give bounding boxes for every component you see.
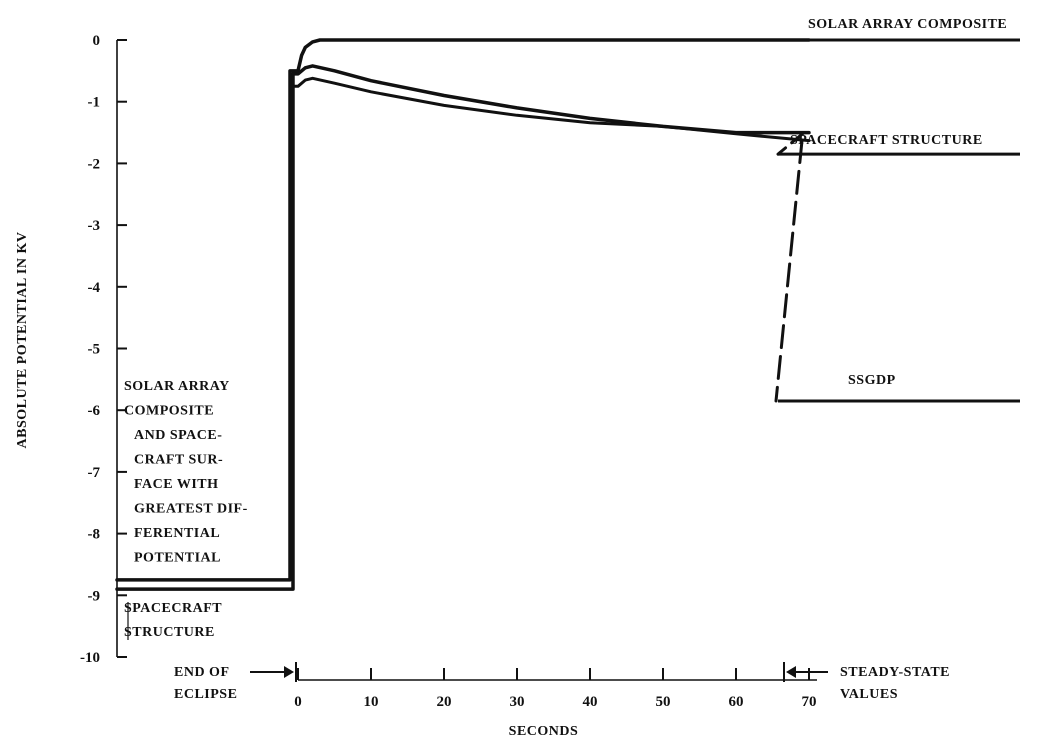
label-greatest-differential-line: AND SPACE- xyxy=(134,428,222,443)
y-tick-label: -9 xyxy=(88,588,101,604)
y-axis-title: ABSOLUTE POTENTIAL IN KV xyxy=(15,232,30,449)
y-tick-label: -7 xyxy=(88,465,101,481)
label-greatest-differential-line: GREATEST DIF- xyxy=(134,502,248,517)
y-tick-label: -4 xyxy=(88,280,101,296)
series-group xyxy=(115,38,1020,591)
x-tick-label: 50 xyxy=(656,694,671,710)
label-greatest-differential-line: FACE WITH xyxy=(134,477,219,492)
y-tick-label: -6 xyxy=(88,403,101,419)
x-tick-label: 30 xyxy=(510,694,525,710)
y-tick-label: -3 xyxy=(88,218,101,234)
x-tick-label: 0 xyxy=(294,694,302,710)
label-ssgdp: SSGDP xyxy=(848,373,896,388)
label-end-of-eclipse-line: ECLIPSE xyxy=(174,687,237,702)
label-spacecraft-structure: SPACECRAFT STRUCTURE xyxy=(790,133,983,148)
x-tick-label: 10 xyxy=(364,694,379,710)
end-of-eclipse-arrow-head xyxy=(284,666,294,678)
dashed-transition-spacecraft-structure xyxy=(776,131,806,156)
axes: 0 -1 -2 -3 -4 -5 -6 -7 -8 -9 -10 ABSOLUTE POTENTIAL… xyxy=(15,33,817,739)
x-tick-label: 20 xyxy=(437,694,452,710)
label-greatest-differential-line: CRAFT SUR- xyxy=(134,453,223,468)
dashed-transition-ssgdp xyxy=(774,139,804,403)
x-tick-label: 70 xyxy=(802,694,817,710)
y-tick-label: -2 xyxy=(88,156,101,172)
label-spacecraft-structure-left: STRUCTURE xyxy=(124,625,215,640)
y-tick-label: -5 xyxy=(88,342,101,358)
label-steady-state-line: STEADY-STATE xyxy=(840,665,950,680)
x-tick-label: 40 xyxy=(583,694,598,710)
steady-state-arrow-head xyxy=(786,666,796,678)
label-steady-state-line: VALUES xyxy=(840,687,898,702)
label-greatest-differential-line: COMPOSITE xyxy=(124,404,214,419)
y-tick-label: -10 xyxy=(80,650,100,666)
label-solar-array-composite: SOLAR ARRAY COMPOSITE xyxy=(808,17,1007,32)
label-greatest-differential-line: SOLAR ARRAY xyxy=(124,379,230,394)
y-tick-label: 0 xyxy=(93,33,101,49)
y-tick-label: -8 xyxy=(88,527,101,543)
x-axis-title: SECONDS xyxy=(509,724,579,739)
x-tick-label: 60 xyxy=(729,694,744,710)
series-line-solar-array-composite xyxy=(115,38,811,582)
y-tick-label: -1 xyxy=(88,95,101,111)
annotations: SOLAR ARRAY COMPOSITE SPACECRAFT STRUCTUR… xyxy=(124,17,1007,702)
series-line-ssgdp xyxy=(290,76,811,579)
label-greatest-differential-line: POTENTIAL xyxy=(134,551,221,566)
label-end-of-eclipse-line: END OF xyxy=(174,665,230,680)
label-spacecraft-structure-left: SPACECRAFT xyxy=(124,601,222,616)
label-greatest-differential-line: FERENTIAL xyxy=(134,526,220,541)
